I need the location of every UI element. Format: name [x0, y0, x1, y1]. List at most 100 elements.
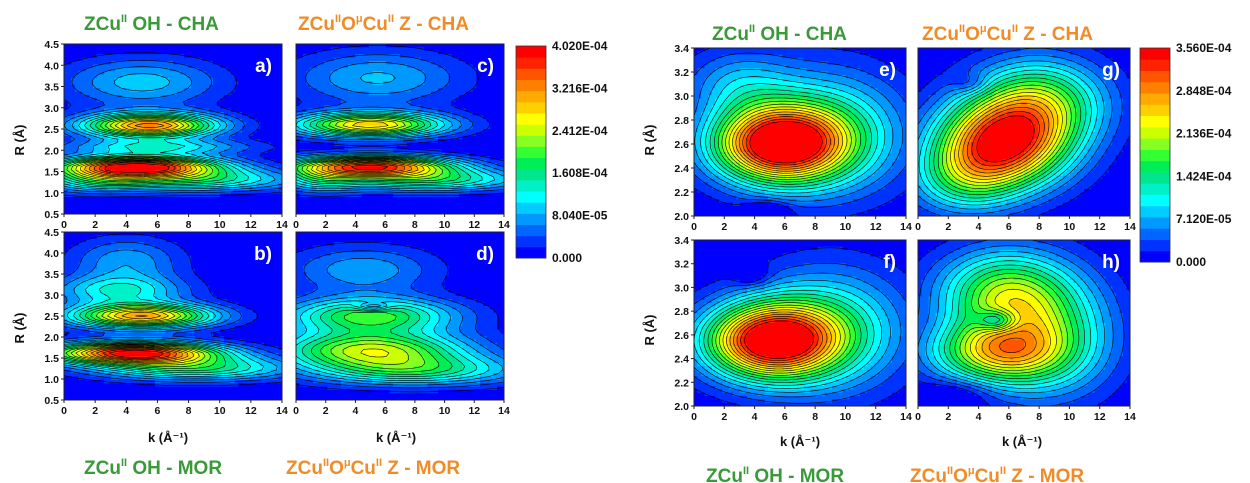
- heatmap-cell: [227, 210, 232, 214]
- heatmap-cell: [351, 84, 356, 89]
- heatmap-cell: [158, 142, 163, 147]
- heatmap-cell: [472, 115, 477, 120]
- heatmap-cell: [198, 125, 203, 130]
- heatmap-cell: [365, 135, 370, 140]
- heatmap-cell: [238, 163, 243, 167]
- heatmap-cell: [194, 95, 200, 99]
- heatmap-cell: [278, 163, 282, 167]
- heatmap-cell: [96, 190, 101, 195]
- heatmap-cell: [400, 101, 405, 106]
- heatmap-cell: [187, 180, 192, 184]
- heatmap-cell: [393, 88, 398, 93]
- heatmap-cell: [479, 71, 484, 76]
- heatmap-cell: [358, 125, 363, 130]
- heatmap-cell: [162, 122, 167, 127]
- heatmap-cell: [452, 67, 457, 72]
- heatmap-cell: [220, 173, 225, 178]
- heatmap-cell: [118, 203, 123, 208]
- heatmap-cell: [486, 61, 491, 65]
- heatmap-cell: [351, 44, 356, 48]
- heatmap-cell: [242, 173, 247, 178]
- heatmap-cell: [483, 118, 488, 123]
- heatmap-cell: [361, 54, 366, 59]
- heatmap-cell: [365, 81, 370, 86]
- heatmap-cell: [469, 61, 474, 65]
- heatmap-cell: [103, 129, 109, 133]
- heatmap-cell: [107, 74, 112, 79]
- heatmap-cell: [136, 186, 141, 191]
- heatmap-cell: [327, 67, 332, 72]
- heatmap-cell: [180, 210, 185, 214]
- heatmap-cell: [413, 98, 418, 103]
- heatmap-cell: [231, 203, 236, 208]
- heatmap-cell: [71, 132, 76, 137]
- heatmap-cell: [107, 57, 112, 62]
- heatmap-cell: [417, 74, 422, 79]
- heatmap-cell: [234, 207, 239, 212]
- heatmap-cell: [64, 169, 69, 174]
- heatmap-cell: [74, 166, 80, 171]
- heatmap-cell: [413, 61, 418, 65]
- heatmap-cell: [267, 115, 272, 120]
- heatmap-cell: [379, 78, 384, 82]
- heatmap-cell: [351, 142, 356, 147]
- heatmap-cell: [344, 47, 349, 52]
- heatmap-cell: [93, 203, 98, 208]
- heatmap-cell: [260, 88, 265, 93]
- heatmap-cell: [205, 142, 210, 147]
- heatmap-cell: [216, 91, 221, 96]
- heatmap-cell: [413, 139, 418, 144]
- heatmap-cell: [173, 210, 178, 214]
- heatmap-cell: [147, 146, 152, 150]
- heatmap-cell: [85, 180, 91, 184]
- heatmap-cell: [400, 57, 405, 62]
- heatmap-cell: [176, 180, 181, 184]
- heatmap-cell: [472, 54, 477, 59]
- heatmap-cell: [103, 64, 109, 69]
- heatmap-cell: [96, 146, 101, 150]
- heatmap-cell: [306, 54, 311, 59]
- heatmap-cell: [309, 95, 314, 99]
- heatmap-cell: [78, 81, 83, 86]
- heatmap-cell: [368, 61, 373, 65]
- heatmap-cell: [74, 135, 80, 140]
- heatmap-cell: [256, 98, 261, 103]
- heatmap-cell: [89, 166, 94, 171]
- heatmap-cell: [438, 57, 443, 62]
- heatmap-cell: [441, 135, 446, 140]
- heatmap-cell: [368, 74, 373, 79]
- heatmap-cell: [441, 54, 446, 59]
- heatmap-cell: [216, 108, 221, 113]
- heatmap-cell: [278, 186, 282, 191]
- heatmap-cell: [452, 108, 457, 113]
- heatmap-cell: [249, 163, 254, 167]
- heatmap-cell: [403, 74, 408, 79]
- heatmap-cell: [180, 105, 185, 110]
- heatmap-cell: [187, 57, 192, 62]
- heatmap-cell: [327, 115, 332, 120]
- heatmap-cell: [476, 88, 481, 93]
- heatmap-cell: [122, 88, 127, 93]
- heatmap-cell: [107, 101, 112, 106]
- heatmap-cell: [176, 44, 181, 48]
- heatmap-cell: [147, 101, 152, 106]
- heatmap-cell: [410, 101, 415, 106]
- heatmap-cell: [136, 180, 141, 184]
- heatmap-cell: [445, 112, 450, 116]
- heatmap-cell: [348, 101, 353, 106]
- heatmap-cell: [114, 54, 120, 59]
- heatmap-cell: [271, 159, 276, 164]
- heatmap-cell: [323, 91, 328, 96]
- heatmap-cell: [216, 180, 221, 184]
- heatmap-cell: [187, 44, 192, 48]
- heatmap-cell: [154, 95, 160, 99]
- heatmap-cell: [82, 54, 87, 59]
- heatmap-cell: [278, 88, 282, 93]
- heatmap-cell: [375, 142, 380, 147]
- heatmap-cell: [125, 54, 130, 59]
- heatmap-cell: [479, 88, 484, 93]
- heatmap-cell: [260, 112, 265, 116]
- heatmap-cell: [245, 200, 250, 205]
- heatmap-cell: [212, 50, 218, 55]
- heatmap-cell: [220, 207, 225, 212]
